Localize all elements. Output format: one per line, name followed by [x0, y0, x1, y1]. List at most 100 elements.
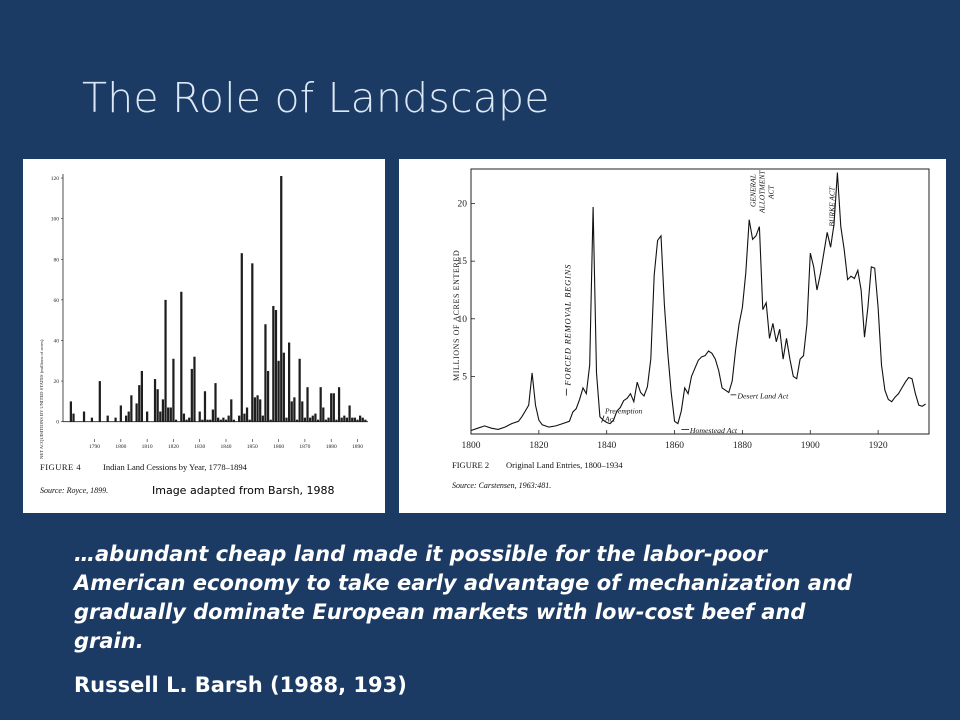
line-annotation: Desert Land Act: [736, 391, 789, 400]
bar: [280, 176, 283, 422]
quote-text: …abundant cheap land made it possible fo…: [74, 542, 852, 653]
bar: [185, 419, 188, 422]
bar: [337, 387, 341, 422]
quote-author: Russell L. Barsh (1988, 193): [74, 673, 407, 697]
bar: [232, 419, 236, 422]
bar: [201, 419, 204, 422]
line-source: Source: Carstensen, 1963:481.: [452, 481, 551, 490]
line-x-tick-label: 1860: [665, 441, 684, 451]
bar: [293, 397, 296, 422]
line-annotation: ACT: [766, 184, 775, 200]
line-annotation: Pre-emption: [604, 406, 642, 415]
bar-x-tick-label: 1880: [326, 444, 337, 450]
line-chart-frame: [470, 168, 930, 435]
bar-y-tick-label: 60: [54, 298, 60, 304]
bar: [174, 419, 178, 422]
bar-x-tick-label: 1830: [194, 444, 205, 450]
figure-4-panel: 0 20 40 60 80 100 120 1790 1800 1810 1820 1830 1840…: [23, 159, 385, 513]
bar-y-tick-label: 120: [51, 176, 60, 182]
bar: [343, 415, 346, 422]
bar: [261, 415, 264, 422]
bar: [295, 419, 299, 422]
bar: [266, 370, 270, 422]
bar-x-tick-label: 1870: [299, 444, 310, 450]
bar: [358, 415, 362, 422]
bar-ylabel: NET ACQUISITIONS BY UNITED STATES (milli…: [39, 339, 44, 459]
bar: [353, 417, 356, 422]
bar: [72, 413, 75, 422]
bar: [119, 405, 122, 422]
bar: [203, 391, 207, 422]
bar: [332, 393, 335, 422]
line-x-tick-label: 1880: [733, 441, 752, 451]
bar: [198, 411, 201, 422]
annotation-arrow: [601, 415, 605, 423]
bar: [327, 417, 330, 422]
line-figure-label: FIGURE 2: [452, 460, 489, 470]
line-y-ticks: 5 10 15 20: [458, 200, 475, 382]
bar: [169, 407, 172, 422]
bar: [251, 263, 254, 422]
bar: [230, 399, 233, 422]
bar: [282, 352, 285, 422]
bar: [211, 409, 214, 422]
bar: [274, 310, 278, 422]
bar: [161, 399, 165, 422]
bar: [138, 385, 141, 422]
bar: [330, 393, 333, 422]
bar: [348, 405, 351, 422]
bar: [306, 387, 309, 422]
bar: [256, 395, 259, 422]
line-ylabel: MILLIONS OF ACRES ENTERED: [452, 250, 461, 381]
bar-x-tick-label: 1810: [142, 444, 153, 450]
bar: [316, 419, 320, 422]
bar: [298, 358, 301, 422]
bar-y-tick-label: 80: [54, 257, 60, 263]
bar: [285, 417, 288, 422]
bar: [290, 401, 293, 422]
image-credit: Image adapted from Barsh, 1988: [152, 484, 335, 497]
bar: [243, 413, 246, 422]
bar: [303, 417, 307, 422]
bar: [219, 419, 222, 422]
bar: [301, 401, 304, 422]
bar-x-tick-label: 1850: [247, 444, 258, 450]
bar: [124, 415, 128, 422]
bar: [127, 411, 130, 422]
bar: [364, 419, 367, 422]
bar-chart-title: Indian Land Cessions by Year, 1778–1894: [103, 462, 248, 472]
bar-x-tick-label: 1890: [352, 444, 363, 450]
bar: [314, 413, 317, 422]
bar: [272, 305, 275, 422]
bar: [240, 253, 243, 422]
line-annotation: FORCED REMOVAL BEGINS: [562, 264, 572, 387]
bar: [167, 407, 170, 422]
bar: [214, 383, 217, 422]
bar: [206, 419, 209, 422]
bar: [188, 417, 191, 422]
slide-title: The Role of Landscape: [82, 74, 550, 122]
figure-2-panel: 5 10 15 20 1800 1820 1840 1860 1880 1900 1920 FOR…: [399, 159, 946, 513]
bar-x-tick-label: 1800: [115, 444, 126, 450]
bar: [222, 417, 225, 422]
bar: [309, 417, 312, 422]
bar: [356, 419, 359, 422]
line-annotation: Act: [604, 414, 616, 423]
line-chart-title: Original Land Entries, 1800–1934: [506, 460, 623, 470]
bar-series: [69, 176, 367, 422]
line-x-ticks: 1800 1820 1840 1860 1880 1900 1920: [462, 430, 888, 451]
line-y-tick-label: 5: [462, 372, 467, 382]
bar: [106, 415, 109, 422]
bar-x-tick-label: 1790: [89, 444, 100, 450]
bar: [146, 411, 149, 422]
bar: [248, 419, 251, 422]
bar-y-tick-label: 20: [54, 379, 60, 385]
bar: [311, 415, 314, 422]
bar: [90, 417, 94, 422]
bar: [319, 387, 322, 422]
bar: [324, 419, 328, 422]
bar: [209, 419, 212, 422]
bar: [288, 342, 291, 422]
